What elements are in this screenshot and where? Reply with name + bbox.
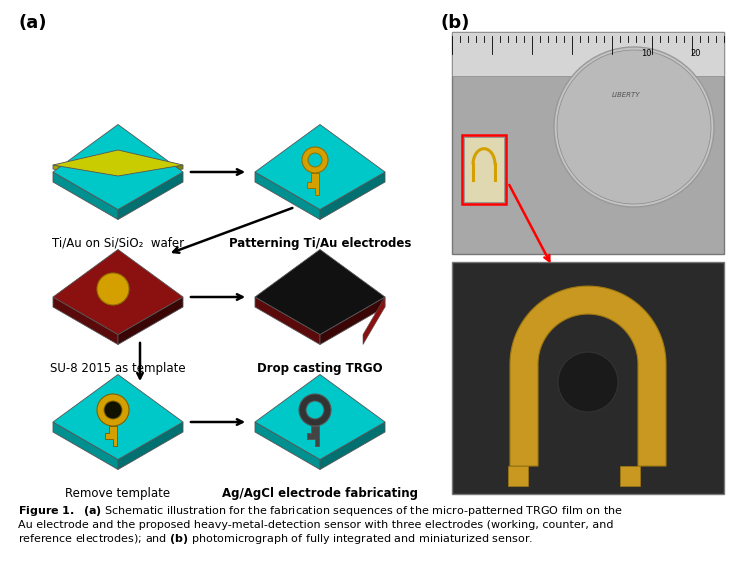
Polygon shape: [307, 173, 319, 195]
Polygon shape: [255, 172, 320, 220]
Polygon shape: [255, 297, 320, 345]
Polygon shape: [255, 374, 385, 460]
Polygon shape: [118, 165, 183, 180]
Polygon shape: [118, 422, 183, 469]
Polygon shape: [118, 172, 183, 220]
Text: Remove template: Remove template: [65, 487, 170, 500]
Bar: [462, 135, 506, 204]
Polygon shape: [105, 426, 117, 446]
Polygon shape: [363, 297, 385, 345]
Circle shape: [554, 47, 714, 207]
Circle shape: [104, 401, 122, 419]
Text: (b): (b): [440, 14, 469, 32]
Circle shape: [97, 273, 129, 305]
Text: Ti/Au on Si/SiO₂  wafer: Ti/Au on Si/SiO₂ wafer: [52, 237, 184, 250]
Polygon shape: [510, 286, 666, 466]
Bar: [464, 137, 504, 202]
Polygon shape: [118, 297, 183, 345]
Text: 20: 20: [690, 49, 702, 58]
Polygon shape: [53, 150, 183, 176]
Polygon shape: [53, 172, 118, 220]
Text: (a): (a): [18, 14, 46, 32]
Bar: [620, 466, 640, 486]
Bar: [452, 262, 724, 494]
Circle shape: [308, 153, 322, 167]
Text: LIBERTY: LIBERTY: [612, 92, 641, 98]
Polygon shape: [53, 250, 183, 334]
Polygon shape: [320, 297, 385, 345]
Circle shape: [558, 352, 618, 412]
Bar: [452, 32, 724, 76]
Polygon shape: [53, 125, 183, 210]
Bar: [508, 466, 528, 486]
Polygon shape: [255, 422, 320, 469]
Text: Patterning Ti/Au electrodes: Patterning Ti/Au electrodes: [229, 237, 411, 250]
Circle shape: [306, 401, 324, 419]
Polygon shape: [320, 422, 385, 469]
Text: 10: 10: [641, 49, 651, 58]
Text: SU-8 2015 as template: SU-8 2015 as template: [50, 362, 186, 375]
Polygon shape: [255, 250, 385, 334]
Polygon shape: [320, 172, 385, 220]
Circle shape: [97, 394, 129, 426]
Circle shape: [299, 394, 331, 426]
Circle shape: [302, 147, 328, 173]
Polygon shape: [53, 297, 118, 345]
Polygon shape: [53, 422, 118, 469]
Text: Drop casting TRGO: Drop casting TRGO: [257, 362, 383, 375]
Circle shape: [557, 50, 711, 204]
Polygon shape: [307, 426, 319, 446]
Polygon shape: [53, 374, 183, 460]
Text: Ag/AgCl electrode fabricating: Ag/AgCl electrode fabricating: [222, 487, 418, 500]
Text: $\bf{Figure\ 1.}$  $\bf{(a)}$ Schematic illustration for the fabrication sequenc: $\bf{Figure\ 1.}$ $\bf{(a)}$ Schematic i…: [18, 504, 623, 546]
Polygon shape: [255, 125, 385, 210]
Polygon shape: [53, 165, 118, 180]
Bar: [452, 32, 724, 254]
